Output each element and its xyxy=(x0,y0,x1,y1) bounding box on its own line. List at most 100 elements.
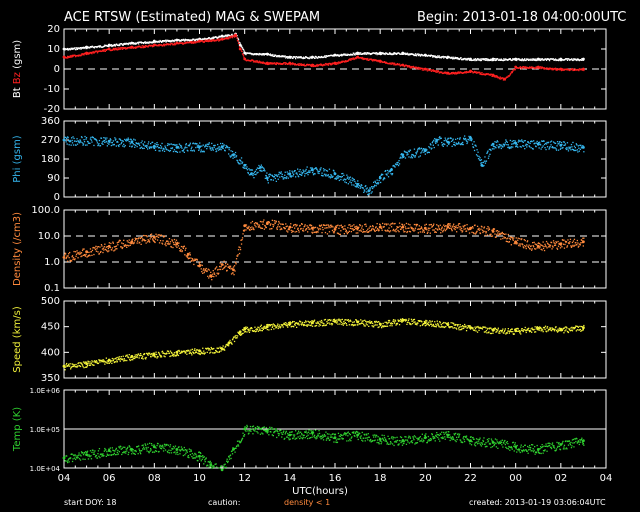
data-point xyxy=(358,230,360,232)
data-point xyxy=(463,226,465,228)
data-point xyxy=(161,150,164,152)
data-point xyxy=(102,143,104,145)
y-tick-label: -20 xyxy=(44,104,60,115)
data-point xyxy=(166,240,168,242)
data-point xyxy=(108,143,110,145)
data-point xyxy=(417,228,419,230)
data-point xyxy=(484,234,487,237)
data-point xyxy=(454,228,456,231)
data-point xyxy=(217,273,219,275)
data-point xyxy=(437,144,439,146)
data-point xyxy=(114,137,116,139)
data-point xyxy=(439,224,441,226)
data-anchor-point xyxy=(356,226,359,230)
data-point xyxy=(309,167,312,169)
data-point xyxy=(547,243,549,245)
data-point xyxy=(219,39,221,41)
data-point xyxy=(107,360,109,363)
data-point xyxy=(64,136,66,138)
data-point xyxy=(71,48,74,50)
data-point xyxy=(393,53,395,55)
data-point xyxy=(460,71,462,73)
data-point xyxy=(378,182,380,184)
data-point xyxy=(531,248,533,250)
data-point xyxy=(89,142,91,144)
data-point xyxy=(342,172,344,175)
data-point xyxy=(503,58,505,60)
data-point xyxy=(145,145,147,147)
data-point xyxy=(365,188,367,190)
data-point xyxy=(252,53,254,55)
data-point xyxy=(235,155,238,157)
data-point xyxy=(430,69,432,71)
data-point xyxy=(492,229,494,231)
data-point xyxy=(286,225,288,227)
data-point xyxy=(329,64,332,66)
data-point xyxy=(278,171,280,173)
data-point xyxy=(380,53,382,56)
data-point xyxy=(238,159,241,161)
data-point xyxy=(251,226,253,228)
data-point xyxy=(411,153,413,156)
data-point xyxy=(163,355,165,357)
data-point xyxy=(562,69,565,71)
data-point xyxy=(563,68,565,70)
data-point xyxy=(351,228,353,230)
data-point xyxy=(415,66,418,68)
y-label-part: (gsm) xyxy=(12,40,23,72)
data-point xyxy=(93,52,95,54)
data-point xyxy=(107,45,109,47)
data-point xyxy=(340,224,342,226)
data-point xyxy=(298,63,300,65)
data-point xyxy=(374,184,376,186)
data-point xyxy=(119,47,121,49)
data-point xyxy=(477,158,480,160)
data-point xyxy=(167,143,169,145)
data-point xyxy=(414,155,417,157)
data-point xyxy=(541,146,543,148)
data-point xyxy=(512,239,514,241)
data-point xyxy=(457,137,459,140)
data-point xyxy=(170,355,172,357)
data-point xyxy=(432,144,434,146)
data-point xyxy=(531,140,533,143)
data-point xyxy=(571,68,574,70)
data-point xyxy=(468,135,470,138)
data-point xyxy=(474,233,477,235)
data-point xyxy=(365,225,367,227)
y-axis-label-mag: Bt Bz (gsm) xyxy=(12,40,23,98)
data-point xyxy=(475,145,477,147)
data-point xyxy=(330,174,332,176)
data-point xyxy=(241,161,244,163)
data-point xyxy=(548,68,551,70)
data-point xyxy=(268,62,270,64)
data-point xyxy=(562,146,564,149)
data-point xyxy=(231,37,234,39)
data-point xyxy=(292,175,294,177)
data-point xyxy=(424,224,426,226)
data-point xyxy=(116,248,118,250)
data-anchor-point xyxy=(423,67,427,71)
data-point xyxy=(385,230,387,232)
data-point xyxy=(90,136,92,139)
data-point xyxy=(121,242,123,244)
data-point xyxy=(398,52,400,54)
data-point xyxy=(460,143,462,146)
data-point xyxy=(500,58,502,60)
data-point xyxy=(452,56,454,58)
data-point xyxy=(252,228,254,230)
data-point xyxy=(512,70,514,72)
data-anchor-point xyxy=(503,77,506,81)
data-point xyxy=(539,246,541,248)
data-point xyxy=(374,59,376,62)
data-point xyxy=(280,227,282,230)
data-point xyxy=(523,145,525,147)
data-point xyxy=(321,232,323,234)
data-point xyxy=(478,155,480,158)
data-point xyxy=(432,229,434,231)
data-point xyxy=(113,361,115,364)
data-point xyxy=(517,146,519,148)
data-point xyxy=(435,231,437,233)
data-point xyxy=(159,240,162,242)
data-point xyxy=(197,146,199,148)
